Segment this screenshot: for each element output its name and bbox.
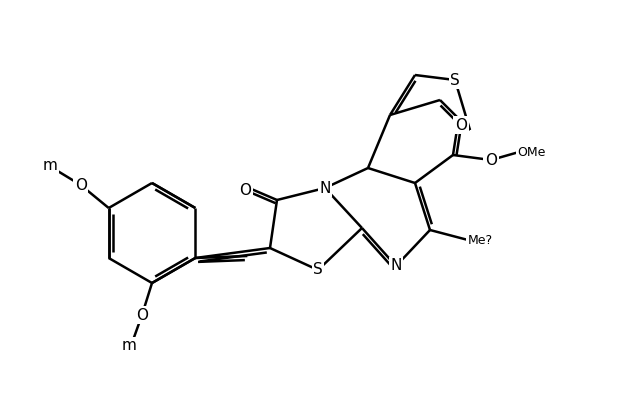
Text: O: O (75, 178, 86, 193)
Text: N: N (319, 180, 331, 195)
Text: Me?: Me? (467, 234, 493, 247)
Text: m: m (42, 158, 57, 173)
Text: O: O (239, 182, 251, 197)
Text: N: N (390, 258, 402, 273)
Text: m: m (122, 338, 136, 353)
Text: O: O (455, 117, 467, 132)
Text: S: S (450, 72, 460, 87)
Text: OMe: OMe (517, 145, 545, 158)
Text: S: S (313, 262, 323, 277)
Text: O: O (136, 307, 148, 323)
Text: O: O (485, 152, 497, 167)
